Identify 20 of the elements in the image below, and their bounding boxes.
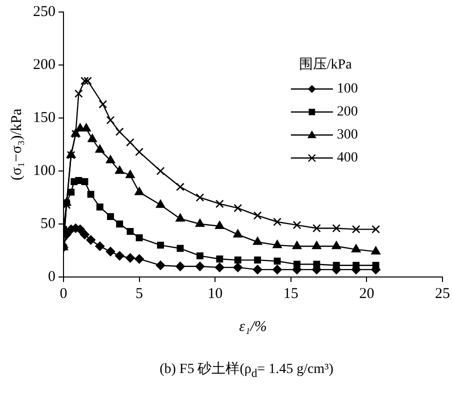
y-tick-label: 0 xyxy=(48,268,56,285)
y-tick-label: 50 xyxy=(40,216,56,232)
y-tick-label: 150 xyxy=(33,110,56,126)
legend-label: 200 xyxy=(336,104,358,120)
legend-label: 100 xyxy=(336,82,358,97)
text: (b) F5 砂土样(ρ$_{d}$= 1.45 g/cm³) xyxy=(158,360,334,380)
x-tick-label: 10 xyxy=(208,286,223,302)
y-tick-label: 250 xyxy=(33,4,56,20)
x-axis-title: ε₁/% xyxy=(239,318,267,335)
x-tick-label: 0 xyxy=(60,286,68,302)
legend-label: 300 xyxy=(336,128,358,143)
y-axis-title: (σ₁−σ₃)/kPa xyxy=(8,108,25,180)
x-tick-label: 5 xyxy=(136,286,144,302)
y-tick-label: 100 xyxy=(33,162,56,179)
y-tick-label: 200 xyxy=(33,56,56,73)
legend-label: 400 xyxy=(336,150,358,166)
legend-title: 围压/kPa xyxy=(298,58,353,73)
x-tick-label: 20 xyxy=(359,286,374,302)
x-tick-label: 25 xyxy=(435,286,450,302)
x-tick-label: 15 xyxy=(283,286,298,302)
